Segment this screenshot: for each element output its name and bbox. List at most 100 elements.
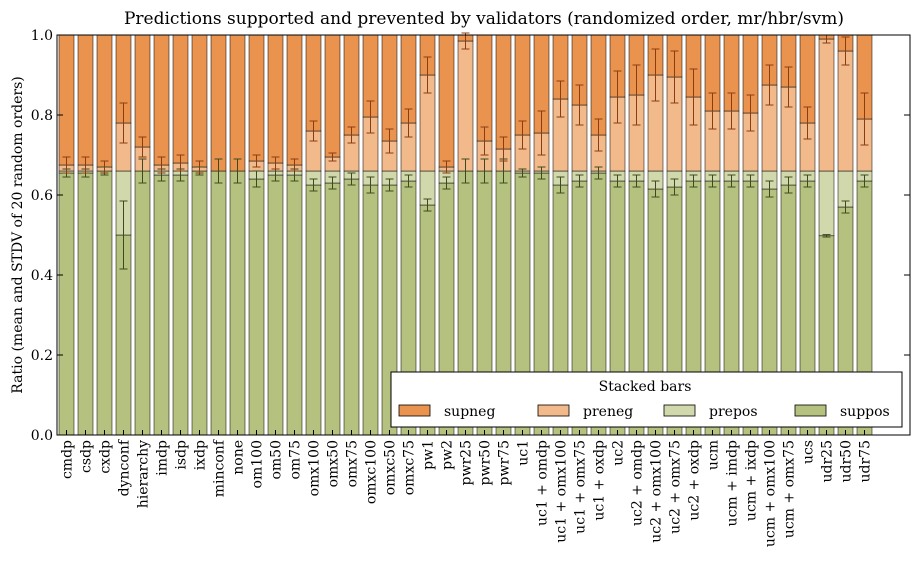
bar-segment-suppos bbox=[134, 170, 151, 436]
bar-segment-suppos bbox=[58, 172, 75, 436]
x-tick-label: uc1 bbox=[516, 440, 532, 466]
x-tick-label: imdp bbox=[155, 440, 171, 476]
bar-segment-supneg bbox=[134, 34, 151, 148]
x-tick-label: ucm + omx75 bbox=[782, 440, 798, 538]
bar-segment-supneg bbox=[267, 34, 284, 164]
bar-segment-suppos bbox=[172, 174, 189, 436]
bar-segment-supneg bbox=[77, 34, 94, 166]
x-tick-label: uc2 + omdp bbox=[630, 440, 646, 526]
x-tick-label: minconf bbox=[212, 438, 228, 497]
bar-segment-suppos bbox=[191, 170, 208, 436]
x-tick-label: uc2 + omx75 bbox=[668, 440, 684, 534]
x-tick-label: om50 bbox=[269, 440, 285, 480]
x-tick-label: ucm + omx100 bbox=[763, 440, 779, 547]
x-tick-label: udr75 bbox=[858, 440, 874, 483]
x-tick-label: omx50 bbox=[326, 440, 342, 487]
legend-label-prepos: prepos bbox=[709, 404, 758, 420]
x-tick-label: uc1 + omdp bbox=[535, 440, 551, 526]
x-tick-label: dynconf bbox=[117, 438, 133, 496]
bar-segment-supneg bbox=[191, 34, 208, 168]
bar-segment-suppos bbox=[324, 182, 341, 436]
bar-segment-supneg bbox=[286, 34, 303, 166]
y-axis-ticks: 0.0 0.2 0.4 0.6 0.8 1.0 bbox=[31, 28, 910, 444]
bar-segment-preneg bbox=[818, 38, 835, 172]
x-tick-label: isdp bbox=[174, 440, 190, 470]
x-tick-label: pw2 bbox=[440, 440, 456, 470]
x-tick-label: pwr50 bbox=[478, 440, 494, 485]
legend-swatch-prepos bbox=[663, 404, 696, 417]
legend-label-preneg: preneg bbox=[583, 404, 633, 420]
bar-segment-supneg bbox=[305, 34, 322, 132]
bar-segment-supneg bbox=[58, 34, 75, 166]
x-tick-label: pwr75 bbox=[497, 440, 513, 485]
bar-segment-supneg bbox=[229, 34, 246, 172]
bar-segment-supneg bbox=[210, 34, 227, 172]
error-bars-layer bbox=[62, 32, 869, 270]
bar-segment-suppos bbox=[267, 174, 284, 436]
bar-segment-suppos bbox=[362, 184, 379, 436]
bar-segment-preneg bbox=[457, 40, 474, 172]
bar-segment-supneg bbox=[172, 34, 189, 164]
x-tick-label: cxdp bbox=[98, 440, 114, 474]
bar-segment-supneg bbox=[495, 34, 512, 150]
x-tick-label: pw1 bbox=[421, 440, 437, 470]
y-tick-label: 0.0 bbox=[31, 428, 53, 444]
x-tick-label: omxc100 bbox=[364, 440, 380, 504]
bar-segment-supneg bbox=[248, 34, 265, 162]
x-tick-label: hierarchy bbox=[136, 440, 152, 508]
legend-box bbox=[390, 371, 903, 428]
legend-title: Stacked bars bbox=[599, 379, 692, 395]
bar-segment-supneg bbox=[96, 34, 113, 168]
bar-segment-suppos bbox=[305, 184, 322, 436]
x-tick-label: udr50 bbox=[839, 440, 855, 483]
x-tick-label: none bbox=[231, 440, 247, 475]
x-tick-label: ucs bbox=[801, 440, 817, 464]
legend-items: supneg preneg prepos suppos bbox=[398, 404, 890, 420]
y-tick-label: 0.6 bbox=[31, 188, 53, 204]
bar-segment-suppos bbox=[153, 174, 170, 436]
x-tick-label: uc1 + omx75 bbox=[573, 440, 589, 534]
bar-segment-supneg bbox=[343, 34, 360, 136]
legend: Stacked bars supneg preneg prepos suppos bbox=[390, 371, 903, 428]
x-tick-label: ucm + imdp bbox=[725, 440, 741, 526]
x-tick-label: uc1 + oxdp bbox=[592, 440, 608, 521]
x-tick-label: uc2 bbox=[611, 440, 627, 466]
x-tick-label: ixdp bbox=[193, 440, 209, 470]
bar-segment-suppos bbox=[248, 178, 265, 436]
x-tick-label: pwr25 bbox=[459, 440, 475, 485]
chart-title: Predictions supported and prevented by v… bbox=[124, 9, 844, 29]
x-tick-label: csdp bbox=[79, 440, 95, 473]
x-tick-label: om100 bbox=[250, 440, 266, 488]
bar-segment-supneg bbox=[476, 34, 493, 142]
bar-segment-suppos bbox=[210, 170, 227, 436]
bar-segment-preneg bbox=[837, 50, 854, 172]
x-tick-label: omxc75 bbox=[402, 440, 418, 495]
x-tick-label: uc2 + omx100 bbox=[649, 440, 665, 543]
bar-segment-supneg bbox=[324, 34, 341, 158]
bar-segment-suppos bbox=[343, 178, 360, 436]
x-tick-label: om75 bbox=[288, 440, 304, 480]
y-tick-label: 0.8 bbox=[31, 108, 53, 124]
bar-segment-supneg bbox=[514, 34, 531, 136]
plot-frame bbox=[56, 34, 911, 436]
legend-label-suppos: suppos bbox=[840, 404, 890, 420]
bar-segment-supneg bbox=[153, 34, 170, 166]
legend-swatch-preneg bbox=[537, 404, 570, 417]
x-tick-label: ucm + ixdp bbox=[744, 440, 760, 521]
y-tick-label: 0.2 bbox=[31, 348, 53, 364]
bar-segment-suppos bbox=[229, 170, 246, 436]
legend-swatch-supneg bbox=[398, 404, 431, 417]
x-tick-label: uc2 + oxdp bbox=[687, 440, 703, 521]
legend-swatch-suppos bbox=[794, 404, 827, 417]
x-tick-label: ucm bbox=[706, 440, 722, 470]
legend-label-supneg: supneg bbox=[444, 404, 495, 420]
bar-segment-prepos bbox=[818, 170, 835, 237]
bar-segment-suppos bbox=[96, 170, 113, 436]
y-tick-label: 1.0 bbox=[31, 28, 53, 44]
x-tick-label: cmdp bbox=[60, 440, 76, 479]
x-tick-label: omxc50 bbox=[383, 440, 399, 495]
y-axis-label: Ratio (mean and STDV of 20 random orders… bbox=[10, 76, 26, 393]
x-tick-label: udr25 bbox=[820, 440, 836, 483]
